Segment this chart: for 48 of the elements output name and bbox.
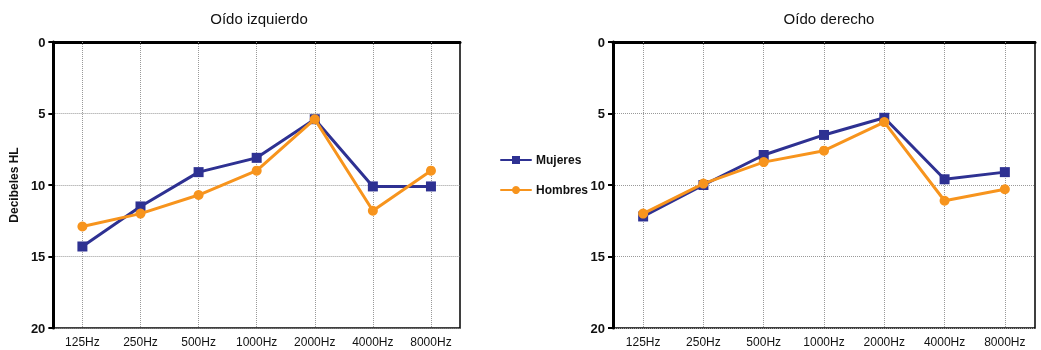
point: [758, 157, 769, 168]
y-tick-label: 15: [30, 249, 46, 264]
x-tick-label: 500Hz: [746, 335, 782, 349]
point: [999, 184, 1010, 195]
point: [939, 174, 950, 185]
y-tick-label: 5: [597, 106, 605, 121]
point: [251, 165, 262, 176]
point: [939, 195, 950, 206]
point: [819, 129, 829, 140]
legend-label: Mujeres: [536, 153, 582, 167]
y-axis-title: Decibeles HL: [7, 147, 21, 223]
y-tick-label: 5: [38, 106, 46, 121]
x-tick-label: 125Hz: [625, 335, 661, 349]
point: [77, 221, 88, 232]
point: [77, 241, 88, 252]
point: [193, 190, 204, 201]
x-tick-label: 8000Hz: [410, 335, 452, 349]
y-tick-label: 20: [30, 320, 46, 336]
point: [425, 181, 436, 192]
y-tick-label: 15: [590, 249, 605, 264]
x-tick-label: 250Hz: [686, 335, 721, 349]
y-tick-label: 10: [590, 177, 605, 193]
point: [879, 117, 890, 128]
y-tick-label: 10: [30, 177, 46, 193]
point: [999, 167, 1010, 178]
x-tick-label: 1000Hz: [235, 335, 278, 349]
chart-title: Oído izquierdo: [210, 10, 308, 27]
point: [819, 145, 829, 156]
x-tick-label: 125Hz: [65, 335, 100, 349]
point: [135, 208, 146, 219]
point: [193, 167, 204, 178]
x-tick-label: 2000Hz: [294, 335, 336, 349]
x-tick-label: 4000Hz: [352, 335, 394, 349]
x-tick-label: 8000Hz: [984, 335, 1026, 349]
legend-label: Hombres: [536, 183, 589, 197]
y-tick-label: 0: [597, 34, 605, 50]
x-tick-label: 500Hz: [181, 335, 216, 349]
x-tick-label: 1000Hz: [803, 335, 845, 349]
y-tick-label: 20: [590, 320, 605, 336]
point: [367, 181, 378, 192]
x-tick-label: 4000Hz: [923, 335, 966, 349]
point: [251, 152, 262, 163]
point: [425, 165, 436, 176]
y-tick-label: 0: [38, 34, 46, 50]
x-tick-label: 2000Hz: [863, 335, 905, 349]
x-tick-label: 250Hz: [123, 335, 158, 349]
chart-title: Oído derecho: [783, 10, 875, 27]
point: [367, 205, 378, 216]
